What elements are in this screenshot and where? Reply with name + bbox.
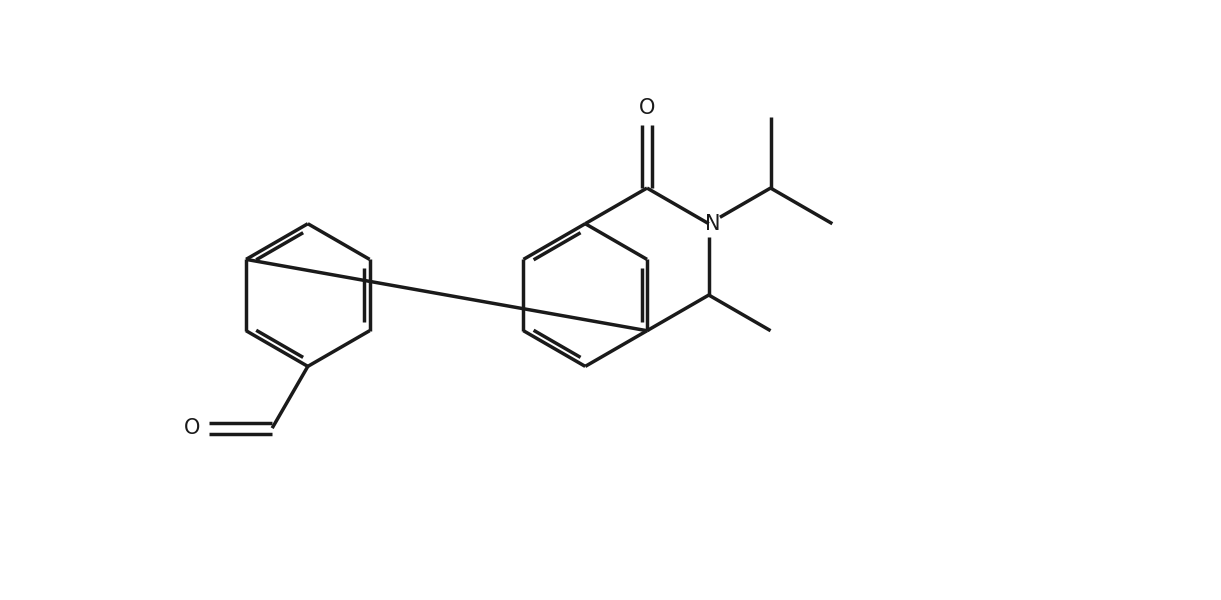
Text: N: N bbox=[705, 214, 720, 234]
Text: O: O bbox=[639, 98, 656, 118]
Text: O: O bbox=[184, 418, 200, 438]
